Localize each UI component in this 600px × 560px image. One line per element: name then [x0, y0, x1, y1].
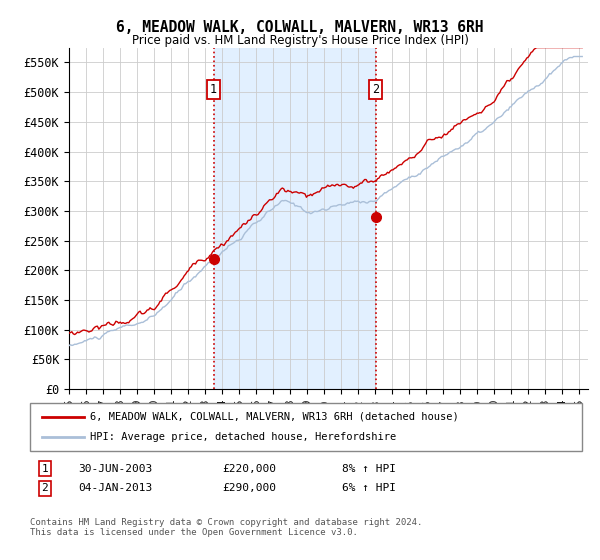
Text: 2: 2: [373, 83, 380, 96]
Text: 6, MEADOW WALK, COLWALL, MALVERN, WR13 6RH: 6, MEADOW WALK, COLWALL, MALVERN, WR13 6…: [116, 20, 484, 35]
Text: Contains HM Land Registry data © Crown copyright and database right 2024.
This d: Contains HM Land Registry data © Crown c…: [30, 518, 422, 538]
Text: Price paid vs. HM Land Registry's House Price Index (HPI): Price paid vs. HM Land Registry's House …: [131, 34, 469, 46]
Text: 1: 1: [210, 83, 217, 96]
Text: 6, MEADOW WALK, COLWALL, MALVERN, WR13 6RH (detached house): 6, MEADOW WALK, COLWALL, MALVERN, WR13 6…: [90, 412, 459, 422]
Text: 1: 1: [41, 464, 49, 474]
Text: £290,000: £290,000: [222, 483, 276, 493]
Text: 04-JAN-2013: 04-JAN-2013: [78, 483, 152, 493]
Text: HPI: Average price, detached house, Herefordshire: HPI: Average price, detached house, Here…: [90, 432, 396, 442]
Text: 8% ↑ HPI: 8% ↑ HPI: [342, 464, 396, 474]
Text: £220,000: £220,000: [222, 464, 276, 474]
Text: 6% ↑ HPI: 6% ↑ HPI: [342, 483, 396, 493]
Text: 30-JUN-2003: 30-JUN-2003: [78, 464, 152, 474]
Text: 2: 2: [41, 483, 49, 493]
